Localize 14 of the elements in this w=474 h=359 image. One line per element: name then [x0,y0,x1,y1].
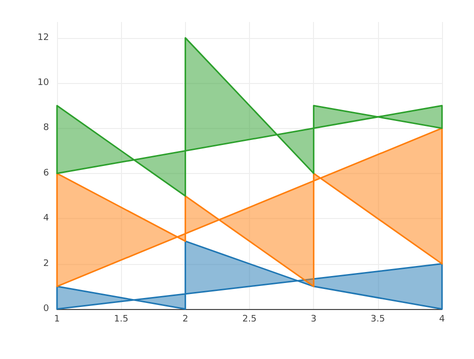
y-tick-label: 4 [43,214,50,224]
x-tick-label: 4 [439,314,446,324]
x-tick-label: 1 [54,314,60,324]
x-tick-label: 3 [310,314,317,324]
y-tick-label: 0 [43,304,50,314]
x-tick-label: 1.5 [114,314,128,324]
y-tick-label: 12 [38,32,49,43]
y-tick-label: 2 [43,258,49,269]
x-tick-label: 3.5 [370,314,385,324]
y-tick-label: 8 [43,123,50,134]
x-tick-label: 2.5 [242,314,257,324]
y-tick-label: 6 [43,168,50,178]
y-tick-label: 10 [38,78,50,88]
x-tick-label: 2 [182,314,188,324]
